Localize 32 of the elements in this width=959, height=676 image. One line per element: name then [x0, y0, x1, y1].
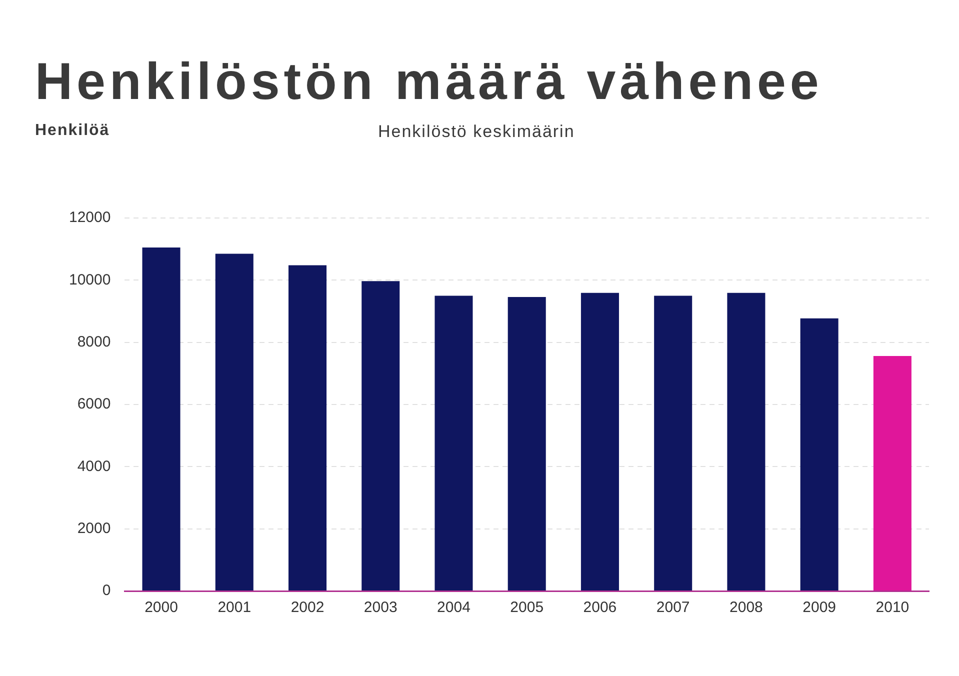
- x-tick-label: 2002: [290, 599, 324, 616]
- chart-subtitle: Henkilöstö keskimäärin: [378, 122, 575, 142]
- y-tick-label: 6000: [77, 396, 111, 413]
- bar: [580, 292, 619, 590]
- y-tick-label: 0: [102, 582, 111, 600]
- y-tick-label: 10000: [68, 271, 111, 288]
- bar: [727, 292, 766, 590]
- bar: [434, 296, 473, 590]
- y-axis-title: Henkilöä: [35, 122, 110, 140]
- y-tick-label: 8000: [77, 333, 111, 350]
- bar: [873, 356, 912, 590]
- x-tick-label: 2001: [218, 599, 252, 616]
- bar: [362, 281, 400, 590]
- y-tick-label: 2000: [77, 520, 111, 537]
- x-tick-label: 2010: [876, 599, 910, 616]
- bar: [142, 248, 180, 590]
- bar: [215, 254, 254, 590]
- x-tick-label: 2004: [437, 599, 470, 616]
- x-tick-label: 2006: [583, 599, 617, 616]
- x-tick-label: 2000: [144, 599, 178, 616]
- y-tick-label: 4000: [77, 458, 111, 475]
- x-tick-label: 2007: [656, 599, 690, 616]
- bar: [654, 296, 692, 590]
- y-tick-label: 12000: [68, 209, 111, 226]
- x-tick-label: 2005: [510, 599, 544, 616]
- bar: [800, 318, 838, 590]
- bar: [288, 265, 327, 590]
- x-tick-label: 2009: [802, 599, 836, 616]
- chart-title: Henkilöstön määrä vähenee: [35, 52, 823, 112]
- x-tick-label: 2008: [730, 599, 763, 616]
- bar: [508, 296, 546, 590]
- x-tick-label: 2003: [364, 599, 398, 616]
